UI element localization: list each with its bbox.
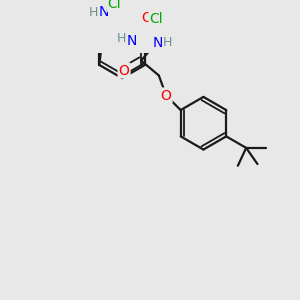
Text: N: N bbox=[127, 34, 137, 48]
Text: N: N bbox=[153, 36, 163, 50]
Text: O: O bbox=[118, 64, 130, 77]
Text: O: O bbox=[141, 11, 152, 25]
Text: H: H bbox=[116, 32, 126, 45]
Text: O: O bbox=[161, 88, 172, 103]
Text: H: H bbox=[88, 6, 98, 19]
Text: Cl: Cl bbox=[150, 12, 163, 26]
Text: H: H bbox=[163, 36, 172, 49]
Text: N: N bbox=[99, 4, 109, 19]
Text: Cl: Cl bbox=[107, 0, 121, 11]
